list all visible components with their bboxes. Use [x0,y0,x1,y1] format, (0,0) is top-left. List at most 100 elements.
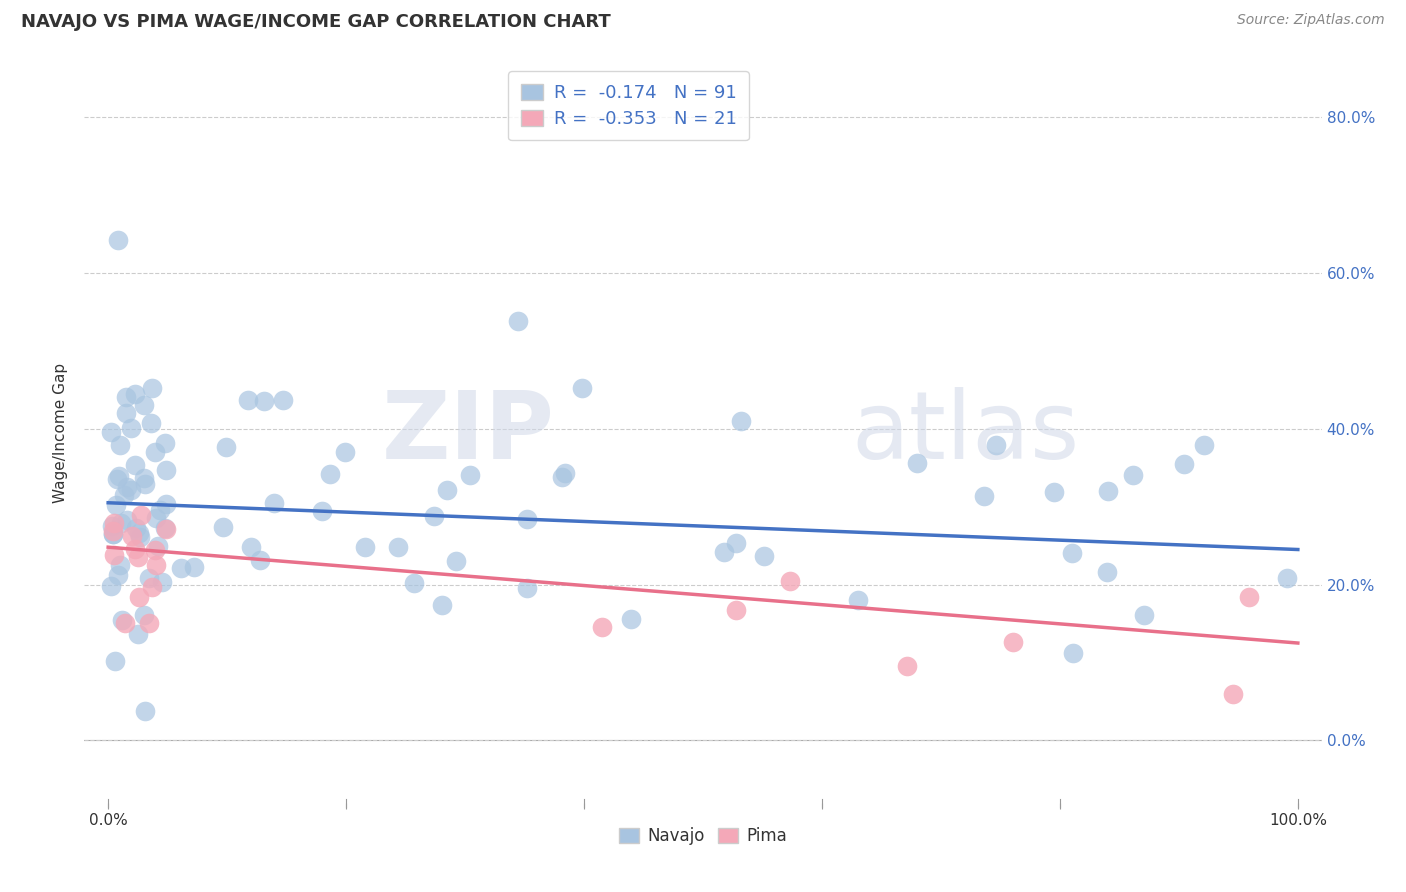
Point [1122,467,1144,482]
Point [138,615,160,630]
Point [1275,571,1298,585]
Point [124,458,146,472]
Point [973,489,995,503]
Point [145,558,167,573]
Text: NAVAJO VS PIMA WAGE/INCOME GAP CORRELATION CHART: NAVAJO VS PIMA WAGE/INCOME GAP CORRELATI… [21,13,610,31]
Point [101,526,124,541]
Point [129,530,152,544]
Point [170,561,193,575]
Point [724,536,747,550]
Point [215,440,238,454]
Point [779,574,801,589]
Point [120,421,142,435]
Legend: Navajo, Pima: Navajo, Pima [610,819,796,854]
Point [1001,635,1024,649]
Point [107,233,129,247]
Point [124,542,146,557]
Point [127,550,149,565]
Point [752,549,775,564]
Text: ZIP: ZIP [381,386,554,479]
Point [1062,546,1084,560]
Point [115,513,138,527]
Point [143,445,166,459]
Point [105,498,128,512]
Point [108,469,131,483]
Point [240,540,263,554]
Point [896,659,918,673]
Point [101,527,124,541]
Point [155,463,177,477]
Point [134,704,156,718]
Point [110,516,132,531]
Point [249,553,271,567]
Point [423,509,446,524]
Point [725,603,748,617]
Point [253,394,276,409]
Point [238,392,260,407]
Point [141,381,163,395]
Point [149,502,172,516]
Point [143,543,166,558]
Text: atlas: atlas [852,386,1080,479]
Point [120,483,142,497]
Point [1173,457,1195,471]
Point [115,406,138,420]
Point [108,558,131,572]
Point [211,520,233,534]
Point [155,522,177,536]
Point [436,483,458,497]
Point [134,607,156,622]
Point [121,529,143,543]
Point [1042,484,1064,499]
Point [114,616,136,631]
Point [984,438,1007,452]
Point [107,567,129,582]
Point [1237,591,1260,605]
Point [905,456,928,470]
Point [153,520,176,534]
Point [550,470,572,484]
Point [112,488,135,502]
Point [430,599,453,613]
Point [111,613,134,627]
Point [128,590,150,604]
Point [129,508,152,523]
Point [124,387,146,401]
Point [100,425,122,440]
Point [134,477,156,491]
Point [101,518,124,533]
Point [353,540,375,554]
Point [444,554,467,568]
Point [107,472,129,486]
Point [730,414,752,428]
Point [1192,437,1215,451]
Point [506,314,529,328]
Point [183,559,205,574]
Point [125,521,148,535]
Point [150,575,173,590]
Point [571,381,593,395]
Y-axis label: Wage/Income Gap: Wage/Income Gap [53,362,69,503]
Point [145,510,167,524]
Point [155,497,177,511]
Point [115,480,138,494]
Point [846,592,869,607]
Point [127,627,149,641]
Point [146,540,169,554]
Point [139,416,162,430]
Point [263,496,285,510]
Point [1062,646,1084,660]
Text: Source: ZipAtlas.com: Source: ZipAtlas.com [1237,13,1385,28]
Point [458,468,481,483]
Point [103,524,125,539]
Point [1222,687,1244,701]
Point [153,436,176,450]
Point [271,393,294,408]
Point [713,545,735,559]
Point [335,445,357,459]
Point [387,540,409,554]
Point [619,611,641,625]
Point [554,466,576,480]
Point [108,438,131,452]
Point [319,467,342,482]
